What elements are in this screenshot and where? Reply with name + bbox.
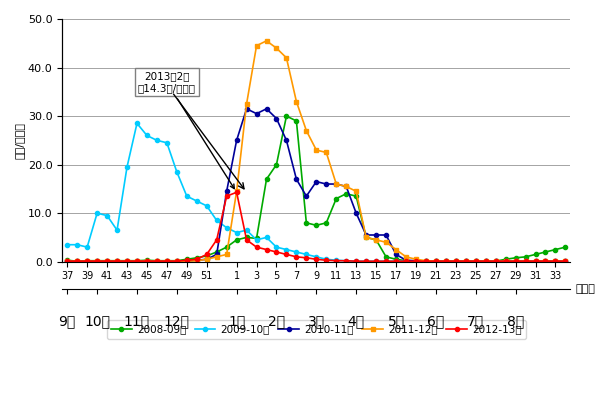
2010-11年 bbox=[63, 259, 71, 264]
2010-11年 bbox=[213, 252, 220, 257]
2008-09年 bbox=[223, 245, 231, 250]
2011-12年 bbox=[403, 254, 410, 259]
2012-13年 bbox=[63, 259, 71, 264]
2011-12年 bbox=[173, 259, 181, 264]
Line: 2011-12年: 2011-12年 bbox=[65, 39, 567, 263]
2009-10年 bbox=[412, 259, 420, 264]
2008-09年 bbox=[552, 247, 559, 252]
2010-11年 bbox=[173, 259, 181, 264]
2010-11年 bbox=[403, 258, 410, 263]
2010-11年 bbox=[562, 259, 569, 264]
2012-13年 bbox=[223, 194, 231, 198]
Line: 2009-10年: 2009-10年 bbox=[65, 121, 567, 263]
2008-09年 bbox=[412, 259, 420, 264]
Y-axis label: （人/定点）: （人/定点） bbox=[15, 122, 25, 159]
2009-10年 bbox=[552, 259, 559, 264]
2011-12年 bbox=[223, 252, 231, 257]
Text: 2013年2週
（14.3人/定点）: 2013年2週 （14.3人/定点） bbox=[138, 71, 234, 189]
2012-13年 bbox=[432, 259, 440, 264]
Line: 2008-09年: 2008-09年 bbox=[65, 114, 567, 263]
2010-11年 bbox=[432, 259, 440, 264]
2011-12年 bbox=[552, 259, 559, 264]
2011-12年 bbox=[562, 259, 569, 264]
2012-13年 bbox=[403, 259, 410, 264]
2009-10年 bbox=[233, 230, 240, 235]
2012-13年 bbox=[213, 238, 220, 242]
2008-09年 bbox=[183, 257, 190, 262]
Line: 2010-11年: 2010-11年 bbox=[65, 107, 567, 263]
2009-10年 bbox=[562, 259, 569, 264]
Line: 2012-13年: 2012-13年 bbox=[65, 190, 567, 263]
2010-11年 bbox=[552, 259, 559, 264]
2008-09年 bbox=[74, 259, 81, 264]
2011-12年 bbox=[432, 259, 440, 264]
2012-13年 bbox=[233, 190, 240, 195]
2011-12年 bbox=[213, 254, 220, 259]
2010-11年 bbox=[223, 189, 231, 194]
2009-10年 bbox=[63, 242, 71, 247]
2012-13年 bbox=[562, 259, 569, 264]
2009-10年 bbox=[223, 225, 231, 230]
2010-11年 bbox=[243, 106, 250, 111]
Text: （週）: （週） bbox=[575, 284, 595, 294]
2012-13年 bbox=[173, 259, 181, 264]
2008-09年 bbox=[63, 258, 71, 263]
2008-09年 bbox=[442, 259, 450, 264]
2011-12年 bbox=[63, 259, 71, 264]
2008-09年 bbox=[233, 238, 240, 242]
2009-10年 bbox=[442, 259, 450, 264]
2008-09年 bbox=[562, 245, 569, 250]
2008-09年 bbox=[283, 114, 290, 118]
2009-10年 bbox=[353, 259, 360, 264]
2009-10年 bbox=[134, 121, 141, 126]
2012-13年 bbox=[552, 259, 559, 264]
2011-12年 bbox=[263, 38, 270, 43]
Legend: 2008-09年, 2009-10年, 2010-11年, 2011-12年, 2012-13年: 2008-09年, 2009-10年, 2010-11年, 2011-12年, … bbox=[107, 320, 526, 339]
2009-10年 bbox=[183, 194, 190, 198]
